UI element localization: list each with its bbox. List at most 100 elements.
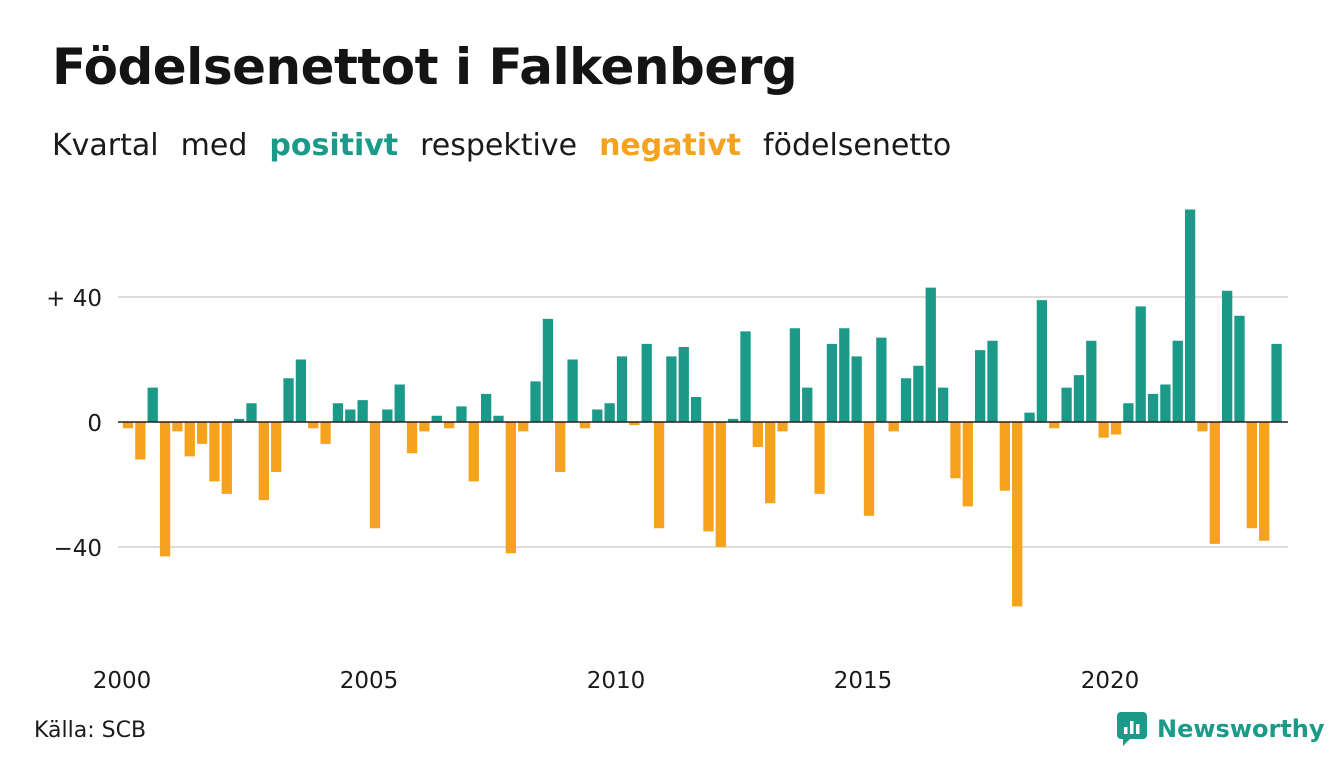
bar	[851, 356, 862, 423]
bar	[1147, 393, 1159, 423]
bar	[765, 422, 776, 504]
bar	[592, 409, 603, 422]
bar	[604, 403, 615, 422]
bar	[839, 328, 850, 422]
bar	[888, 422, 899, 432]
bar	[332, 403, 344, 422]
bar	[258, 422, 269, 501]
bar	[579, 422, 591, 429]
bar	[234, 418, 245, 423]
bar	[616, 356, 628, 423]
bar	[481, 393, 492, 423]
bar	[913, 365, 924, 422]
bar	[147, 387, 158, 423]
y-tick-label: + 40	[46, 286, 102, 312]
bar	[345, 409, 356, 422]
bar	[999, 422, 1010, 491]
bar	[1246, 422, 1257, 529]
bar	[468, 422, 479, 482]
bar	[419, 422, 430, 432]
bar	[962, 422, 973, 507]
bar	[653, 422, 665, 529]
bar	[135, 422, 146, 460]
chart-title: Födelsenettot i Falkenberg	[52, 38, 798, 96]
bar	[690, 397, 702, 422]
bar	[1234, 315, 1245, 422]
bar	[283, 378, 294, 422]
bar	[1024, 412, 1035, 423]
bar	[122, 422, 134, 429]
bar	[1061, 387, 1072, 423]
bar	[950, 422, 961, 479]
source-note: Källa: SCB	[34, 718, 147, 743]
bar	[382, 409, 393, 422]
bar	[246, 403, 257, 422]
x-tick-label: 2000	[93, 668, 152, 694]
bar	[987, 340, 998, 422]
bar	[1098, 422, 1109, 438]
x-tick-label: 2005	[340, 668, 399, 694]
bar	[863, 422, 875, 516]
bar	[456, 406, 467, 423]
newsworthy-logo: Newsworthy	[1117, 712, 1325, 746]
bar	[443, 422, 455, 429]
x-tick-label: 2020	[1081, 668, 1140, 694]
bar	[1123, 403, 1134, 422]
bar	[802, 387, 813, 423]
bar	[184, 422, 195, 457]
bar	[1271, 343, 1282, 423]
bar	[1086, 340, 1097, 422]
bar	[518, 422, 529, 432]
bar	[703, 422, 714, 532]
subtitle-word-respektive: respektive	[420, 128, 578, 163]
bar	[295, 359, 307, 422]
bar	[666, 356, 677, 423]
bar	[172, 422, 183, 432]
bar	[209, 422, 220, 482]
bar	[1135, 306, 1146, 423]
bar	[876, 337, 887, 423]
bar	[196, 422, 208, 444]
bar	[542, 318, 554, 423]
brand-name: Newsworthy	[1157, 715, 1325, 743]
bar	[431, 415, 442, 422]
bar	[394, 384, 405, 422]
bar	[271, 422, 282, 472]
x-tick-label: 2015	[834, 668, 893, 694]
bar	[900, 378, 912, 422]
bar	[308, 422, 319, 429]
subtitle-positive-label: positivt	[269, 128, 399, 163]
bar	[530, 381, 541, 423]
bar	[789, 328, 801, 422]
bar	[678, 347, 689, 422]
bar	[937, 387, 949, 423]
bar	[1184, 209, 1196, 422]
y-tick-label: 0	[87, 411, 102, 437]
bar	[221, 422, 232, 494]
bar	[406, 422, 418, 454]
subtitle-negative-label: negativt	[599, 128, 742, 163]
bar	[369, 422, 381, 529]
bar	[357, 400, 368, 423]
bar	[629, 422, 640, 426]
bar	[777, 422, 788, 432]
bar	[493, 415, 504, 422]
bar	[1110, 422, 1122, 435]
x-tick-label: 2010	[587, 668, 646, 694]
bar	[826, 343, 838, 423]
bar	[715, 422, 726, 547]
bar	[1222, 290, 1233, 422]
bar	[320, 422, 331, 444]
bar	[1036, 300, 1048, 423]
subtitle-word-med: med	[180, 128, 248, 163]
bar	[925, 287, 936, 423]
bar	[1160, 384, 1171, 422]
subtitle-word-fodelsenetto: födelsenetto	[763, 128, 952, 163]
bar	[555, 422, 566, 472]
bar	[740, 331, 751, 423]
bar	[1073, 375, 1085, 423]
bar	[728, 418, 739, 423]
bar	[567, 359, 578, 422]
bar	[159, 422, 171, 557]
